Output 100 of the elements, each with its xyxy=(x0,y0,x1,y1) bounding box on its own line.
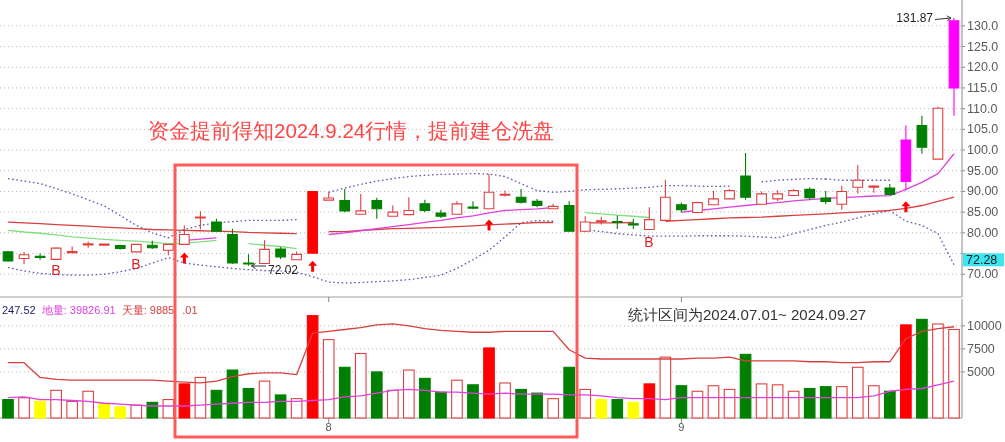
candlestick xyxy=(595,216,607,226)
candlestick xyxy=(868,184,880,194)
bar xyxy=(595,399,608,419)
y-tick-label: 80.00 xyxy=(967,225,999,240)
point xyxy=(484,219,494,231)
bar xyxy=(547,398,559,419)
bar xyxy=(803,387,816,419)
bar xyxy=(370,371,383,419)
candlestick xyxy=(756,190,767,205)
candlestick xyxy=(611,214,623,230)
y-tick-label: 85.00 xyxy=(967,205,999,220)
candlestick xyxy=(499,190,511,197)
candlestick xyxy=(483,173,495,210)
candlestick xyxy=(820,190,832,205)
bar xyxy=(386,389,399,419)
bar xyxy=(435,391,447,419)
candlestick xyxy=(435,209,447,219)
y-tick-label: 130.0 xyxy=(967,18,999,33)
bar xyxy=(643,383,656,419)
candlestick xyxy=(643,206,655,231)
bar xyxy=(916,318,928,419)
candlestick xyxy=(98,243,110,247)
annotation: B xyxy=(51,262,61,278)
candlestick xyxy=(900,125,912,192)
bar xyxy=(66,400,78,419)
y-tick-label: 125.0 xyxy=(967,39,999,54)
bar xyxy=(322,339,335,419)
bar xyxy=(467,384,479,419)
candlestick xyxy=(387,204,399,217)
bar xyxy=(531,392,543,419)
candlestick xyxy=(804,186,816,201)
annotation: 72.02 xyxy=(268,263,299,277)
point xyxy=(308,260,318,272)
bar xyxy=(354,352,367,419)
bar xyxy=(82,390,95,419)
data-label: 72.28 xyxy=(966,252,998,267)
x-tick-label: 9 xyxy=(678,421,685,433)
bar xyxy=(611,399,624,419)
y-tick-label: 105.0 xyxy=(967,122,999,137)
candlestick xyxy=(948,17,960,117)
candlestick xyxy=(708,190,719,206)
bar xyxy=(50,389,62,419)
candlestick xyxy=(563,200,575,233)
bar xyxy=(771,384,784,419)
bar xyxy=(274,394,287,419)
candlestick xyxy=(323,191,335,202)
y-tick-label: 7500 xyxy=(967,341,995,356)
candlestick xyxy=(836,185,848,211)
bar xyxy=(755,383,768,419)
candlestick xyxy=(18,251,30,265)
candlestick xyxy=(34,252,46,261)
line-series xyxy=(7,380,955,407)
candlestick xyxy=(371,197,383,220)
candlestick xyxy=(195,210,206,231)
y-tick-label: 120.0 xyxy=(967,60,999,75)
y-tick-label: 70.00 xyxy=(967,267,999,282)
y-tick-label: 110.0 xyxy=(967,101,998,116)
bar xyxy=(723,388,736,419)
candlestick xyxy=(772,189,783,202)
bar xyxy=(403,369,415,419)
bar xyxy=(499,382,511,419)
bar xyxy=(258,380,271,419)
bar xyxy=(900,324,912,419)
candlestick xyxy=(740,152,751,201)
bar xyxy=(18,397,30,419)
bar xyxy=(178,383,191,419)
candlestick xyxy=(627,218,639,230)
bar xyxy=(419,377,431,419)
bar xyxy=(2,399,14,419)
x-tick-label: 8 xyxy=(325,421,332,433)
candlestick xyxy=(339,188,351,213)
bar xyxy=(306,315,319,419)
y-tick-label: 100.0 xyxy=(967,143,999,158)
bar xyxy=(226,369,239,419)
candlestick xyxy=(403,196,415,216)
bar xyxy=(884,390,896,419)
candlestick xyxy=(531,198,543,208)
bar xyxy=(691,390,704,419)
bar xyxy=(451,379,463,419)
candlestick xyxy=(307,190,319,254)
candlestick xyxy=(692,201,703,214)
candlestick xyxy=(291,250,302,261)
candlestick xyxy=(419,199,431,213)
bar xyxy=(98,402,111,419)
bar xyxy=(210,389,223,419)
candlestick xyxy=(547,203,559,210)
candlestick xyxy=(724,188,735,200)
bar xyxy=(835,386,848,419)
bar xyxy=(338,366,351,419)
candlestick xyxy=(355,193,367,215)
y-tick-label: 90.00 xyxy=(967,184,999,199)
bar xyxy=(130,404,143,419)
candlestick xyxy=(451,200,463,215)
bar xyxy=(34,400,46,419)
candlestick xyxy=(211,218,222,233)
bar xyxy=(851,366,864,419)
candlestick xyxy=(146,240,158,250)
bar xyxy=(707,385,720,419)
candlestick xyxy=(467,200,479,210)
bar xyxy=(787,390,800,419)
